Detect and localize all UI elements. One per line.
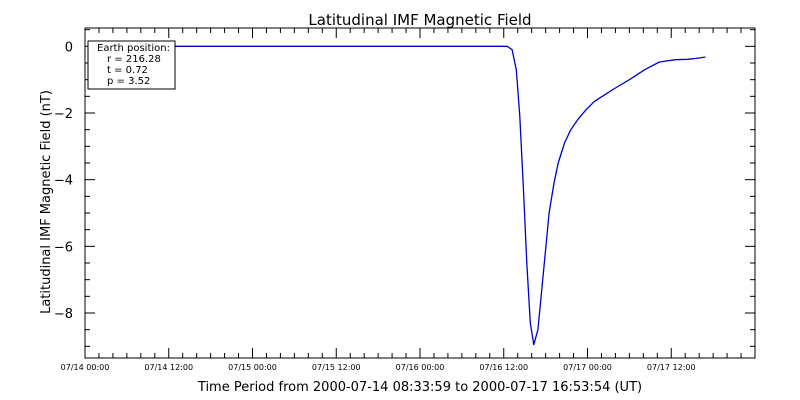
- x-tick-labels: 07/14 00:00 07/14 12:00 07/15 00:00 07/15 1…: [61, 363, 696, 372]
- series-line: [144, 45, 706, 346]
- series-group: [144, 45, 706, 346]
- y-tick-label: −2: [54, 107, 73, 122]
- x-tick-label: 07/16 00:00: [396, 363, 445, 372]
- position-r: r = 216.28: [107, 54, 161, 65]
- x-tick-label: 07/16 12:00: [479, 363, 528, 372]
- y-tick-labels: 0 −2 −4 −6 −8: [54, 40, 73, 322]
- x-tick-label: 07/15 00:00: [228, 363, 277, 372]
- x-tick-label: 07/14 00:00: [61, 363, 110, 372]
- position-box-heading: Earth position:: [97, 43, 170, 54]
- axis-ticks: [84, 28, 755, 358]
- position-p: p = 3.52: [107, 76, 150, 87]
- plot-frame: [84, 27, 756, 359]
- x-tick-label: 07/15 12:00: [312, 363, 361, 372]
- chart-title: Latitudinal IMF Magnetic Field: [308, 11, 531, 29]
- x-tick-label: 07/17 12:00: [647, 363, 696, 372]
- y-tick-label: −4: [54, 174, 73, 189]
- y-axis-label: Latitudinal IMF Magnetic Field (nT): [39, 90, 54, 314]
- y-tick-label: −6: [54, 240, 73, 255]
- position-box: Earth position: r = 216.28 t = 0.72 p = …: [87, 40, 176, 90]
- position-box-frame: [87, 40, 176, 90]
- y-tick-label: −8: [54, 307, 73, 322]
- x-tick-label: 07/17 00:00: [563, 363, 612, 372]
- y-tick-label: 0: [65, 40, 73, 55]
- x-axis-label: Time Period from 2000-07-14 08:33:59 to …: [197, 380, 642, 395]
- x-tick-label: 07/14 12:00: [144, 363, 193, 372]
- position-t: t = 0.72: [107, 65, 148, 76]
